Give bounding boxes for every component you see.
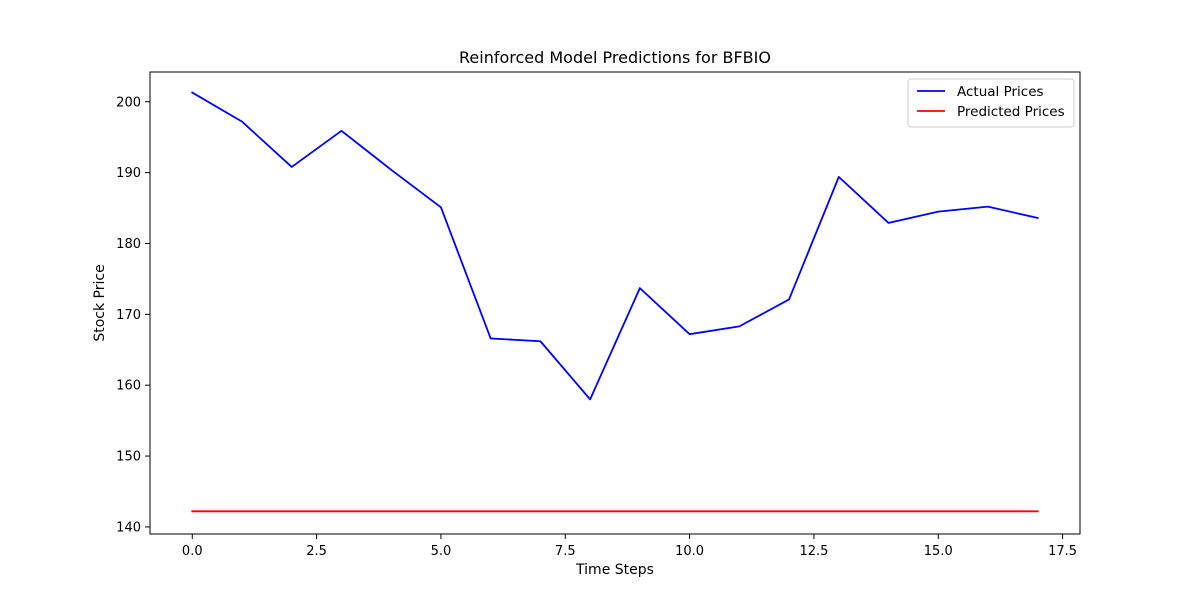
y-tick-label: 140: [116, 520, 141, 535]
y-tick-label: 200: [116, 95, 141, 110]
x-tick-label: 12.5: [799, 544, 828, 559]
x-tick-label: 17.5: [1048, 544, 1077, 559]
y-tick-label: 180: [116, 237, 141, 252]
series-line-1: [191, 91, 1039, 401]
y-axis-label: Stock Price: [92, 264, 108, 341]
y-axis: 140 150 160 170 180 190 200: [116, 95, 150, 535]
legend-label-1: Actual Prices: [957, 84, 1044, 100]
x-tick-label: 10.0: [675, 544, 704, 559]
y-tick-label: 160: [116, 379, 141, 394]
chart-title: Reinforced Model Predictions for BFBIO: [459, 48, 771, 67]
y-tick-label: 170: [116, 308, 141, 323]
y-tick-label: 150: [116, 450, 141, 465]
y-tick-label: 190: [116, 166, 141, 181]
x-tick-label: 2.5: [306, 544, 327, 559]
x-tick-label: 15.0: [924, 544, 953, 559]
series-layer: [191, 91, 1039, 513]
plot-area-frame: [149, 71, 1081, 535]
x-axis-label: Time Steps: [575, 562, 654, 578]
x-tick-label: 7.5: [555, 544, 576, 559]
legend-entries: Actual Prices Predicted Prices: [917, 84, 1065, 120]
legend: Actual Prices Predicted Prices: [907, 78, 1075, 128]
x-tick-label: 5.0: [431, 544, 452, 559]
x-tick-label: 0.0: [182, 544, 203, 559]
legend-box: [907, 78, 1075, 128]
legend-label-2: Predicted Prices: [957, 104, 1065, 120]
x-axis: 0.0 2.5 5.0 7.5 10.0 12.5 15.0 17.5: [182, 534, 1077, 559]
